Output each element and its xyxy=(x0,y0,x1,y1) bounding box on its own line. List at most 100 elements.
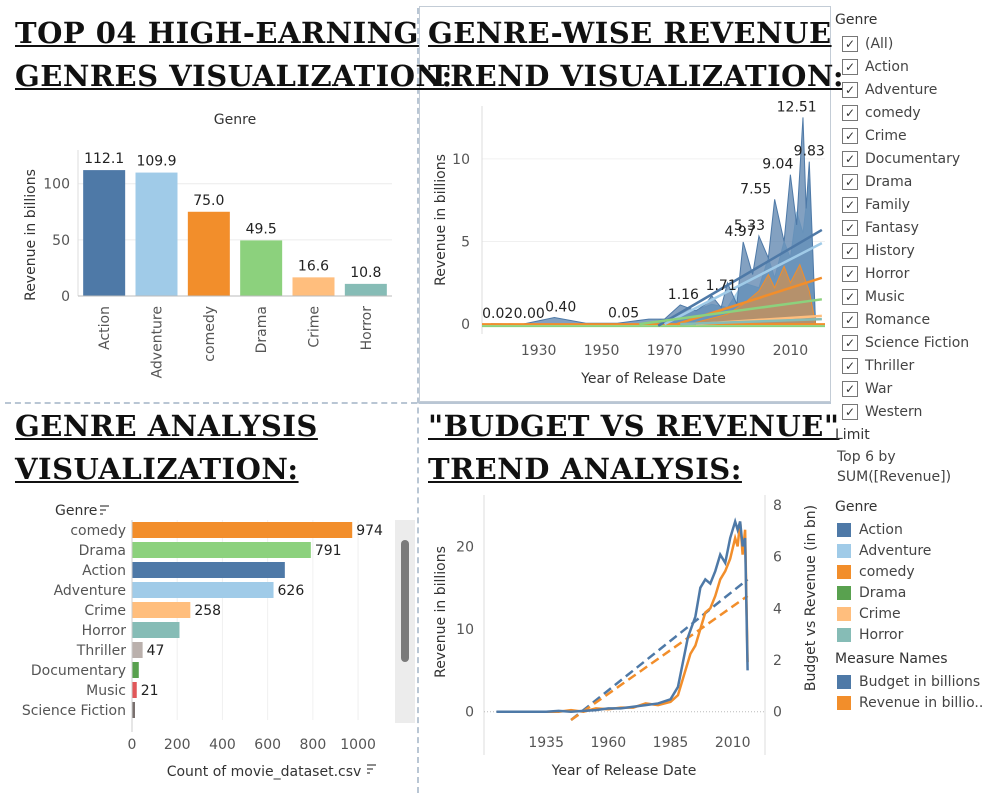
genre-filter-item[interactable]: ✓ Documentary xyxy=(830,147,998,170)
chart-scrollbar-thumb[interactable] xyxy=(401,540,409,662)
genre-filter-item[interactable]: ✓ Music xyxy=(830,285,998,308)
budget-vs-revenue-chart[interactable]: 0 10 20 0 2 4 6 8 1935 1960 1985 2010 Year of Releas… xyxy=(420,495,830,795)
checkbox-checked-icon[interactable]: ✓ xyxy=(842,311,858,328)
bar-action xyxy=(132,562,285,578)
genre-filter-item[interactable]: ✓ Adventure xyxy=(830,78,998,101)
x-tick-label: 2010 xyxy=(715,735,751,751)
genre-filter-label: Family xyxy=(865,196,911,213)
checkbox-checked-icon[interactable]: ✓ xyxy=(842,104,858,121)
x-tick-label: 1000 xyxy=(340,737,376,753)
category-label: Music xyxy=(86,683,126,699)
genre-filter-label: Thriller xyxy=(865,357,915,374)
checkbox-checked-icon[interactable]: ✓ xyxy=(842,58,858,75)
area-comedy xyxy=(695,263,817,325)
bar-value-label: 112.1 xyxy=(84,151,124,167)
genre-filter-label: History xyxy=(865,242,915,259)
checkbox-checked-icon[interactable]: ✓ xyxy=(842,242,858,259)
bar-comedy xyxy=(132,522,353,538)
genre-filter-item[interactable]: ✓ Horror xyxy=(830,262,998,285)
x-tick-label: 2010 xyxy=(773,343,809,359)
trend-line-horror xyxy=(680,317,822,326)
checkbox-checked-icon[interactable]: ✓ xyxy=(842,35,858,52)
bar-drama xyxy=(132,542,311,558)
checkbox-checked-icon[interactable]: ✓ xyxy=(842,196,858,213)
checkbox-checked-icon[interactable]: ✓ xyxy=(842,173,858,190)
bar-science-fiction xyxy=(132,702,135,718)
genre-filter-item[interactable]: ✓ Romance xyxy=(830,308,998,331)
chart-scrollbar[interactable] xyxy=(395,520,415,723)
genre-filter-label: comedy xyxy=(865,104,921,121)
genre-filter-label: Western xyxy=(865,403,923,420)
y-tick-label: 0 xyxy=(61,289,70,305)
checkbox-checked-icon[interactable]: ✓ xyxy=(842,127,858,144)
divider-horizontal-left xyxy=(5,402,417,404)
x-tick-label: 1985 xyxy=(653,735,689,751)
panel-title-budget-revenue-line1: "Budget vs Revenue" xyxy=(428,409,840,443)
checkbox-checked-icon[interactable]: ✓ xyxy=(842,219,858,236)
checkbox-checked-icon[interactable]: ✓ xyxy=(842,150,858,167)
genre-filter-item[interactable]: ✓ War xyxy=(830,377,998,400)
trend-line-action xyxy=(657,228,823,327)
genre-filter-item[interactable]: ✓ Fantasy xyxy=(830,216,998,239)
genre-filter-label: Documentary xyxy=(865,150,961,167)
panel-title-genre-analysis-line1: Genre Analysis xyxy=(15,409,318,443)
category-label: Documentary xyxy=(31,663,126,679)
legend-swatch xyxy=(837,606,851,621)
legend-swatch xyxy=(837,695,851,710)
genre-filter-item[interactable]: ✓ Science Fiction xyxy=(830,331,998,354)
genre-filter-item[interactable]: ✓ Drama xyxy=(830,170,998,193)
checkbox-checked-icon[interactable]: ✓ xyxy=(842,288,858,305)
annotation-label: 12.51 xyxy=(777,100,817,115)
genre-filter-list: ✓ (All) ✓ Action ✓ Adventure ✓ comedy ✓ Crime ✓ Doc… xyxy=(830,32,998,423)
genre-filter-item[interactable]: ✓ Thriller xyxy=(830,354,998,377)
category-label: Science Fiction xyxy=(22,703,126,719)
category-label: Thriller xyxy=(76,643,126,659)
legend-label: Drama xyxy=(859,584,907,601)
y-tick-label: 5 xyxy=(461,234,470,250)
genre-filter-label: Crime xyxy=(865,127,907,144)
genre-filter-item[interactable]: ✓ Western xyxy=(830,400,998,423)
genre-header: Genre xyxy=(55,503,97,519)
legend-item: Horror xyxy=(830,624,998,645)
legend-swatch xyxy=(837,674,851,689)
genre-revenue-trend-chart[interactable]: 0 5 10 0.02 0.00 0.40 0.05 1.16 1.71 4.975.33 7.55… xyxy=(420,100,830,400)
checkbox-checked-icon[interactable]: ✓ xyxy=(842,357,858,374)
checkbox-checked-icon[interactable]: ✓ xyxy=(842,81,858,98)
bar-comedy xyxy=(187,211,230,296)
x-tick-label: 1930 xyxy=(521,343,557,359)
x-tick-label: 800 xyxy=(300,737,327,753)
legend-item: Crime xyxy=(830,603,998,624)
genre-filter-item[interactable]: ✓ History xyxy=(830,239,998,262)
annotation-label: 0.02 xyxy=(482,306,513,322)
genre-filter-title: Genre xyxy=(835,12,878,28)
bar-adventure xyxy=(132,582,274,598)
checkbox-checked-icon[interactable]: ✓ xyxy=(842,403,858,420)
genre-filter-item[interactable]: ✓ Family xyxy=(830,193,998,216)
bar-action xyxy=(83,170,126,296)
chart-title: Genre xyxy=(214,112,256,128)
x-axis-label: Year of Release Date xyxy=(551,763,697,779)
measure-names-legend: Budget in billions Revenue in billio.. xyxy=(830,671,998,713)
checkbox-checked-icon[interactable]: ✓ xyxy=(842,380,858,397)
sort-icon xyxy=(367,764,376,774)
genre-color-legend: Action Adventure comedy Drama Crime Horror xyxy=(830,519,998,645)
annotation-label: 9.04 xyxy=(762,157,793,173)
genre-filter-item[interactable]: ✓ Crime xyxy=(830,124,998,147)
genre-filter-label: Music xyxy=(865,288,905,305)
genre-filter-item[interactable]: ✓ comedy xyxy=(830,101,998,124)
legend-swatch xyxy=(837,522,851,537)
bar-value-label: 258 xyxy=(194,603,221,619)
genre-filter-item[interactable]: ✓ (All) xyxy=(830,32,998,55)
x-tick-label: 400 xyxy=(209,737,236,753)
y-axis-label: Revenue in billions xyxy=(23,169,39,301)
checkbox-checked-icon[interactable]: ✓ xyxy=(842,334,858,351)
legend-panel: Genre ✓ (All) ✓ Action ✓ Adventure ✓ comedy ✓ Cri… xyxy=(830,8,998,713)
trend-line-adventure xyxy=(663,242,823,326)
checkbox-checked-icon[interactable]: ✓ xyxy=(842,265,858,282)
legend-swatch xyxy=(837,543,851,558)
genre-count-bar-chart[interactable]: Genre comedy 974 Drama 791 Action Adventure 626… xyxy=(0,495,395,795)
genre-filter-item[interactable]: ✓ Action xyxy=(830,55,998,78)
bar-adventure xyxy=(135,172,178,296)
bar-horror xyxy=(344,283,387,296)
